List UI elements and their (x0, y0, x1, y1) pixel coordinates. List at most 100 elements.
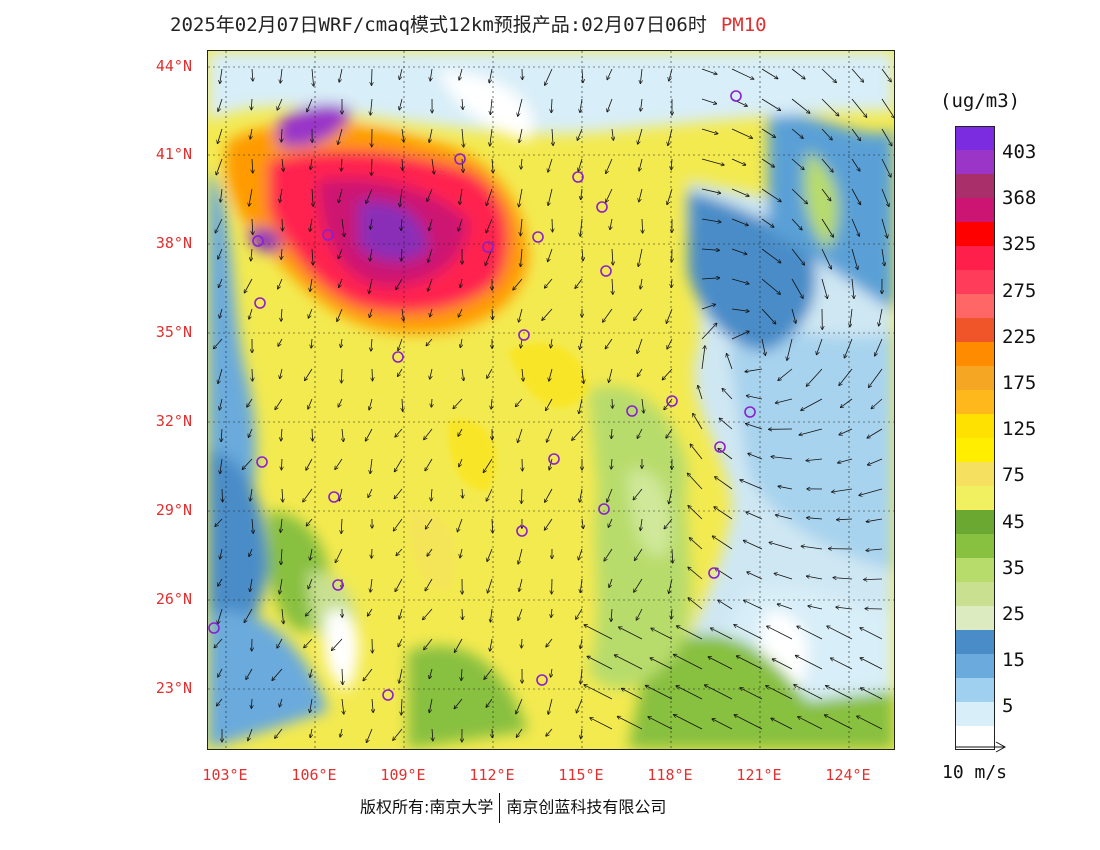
color-legend (955, 126, 995, 750)
wind-vector (851, 158, 860, 171)
wind-vector (690, 444, 703, 460)
city-marker (532, 231, 544, 243)
wind-vector (646, 686, 673, 700)
wind-vector (486, 188, 493, 205)
lon-label: 115°E (558, 766, 604, 784)
wind-vector (572, 428, 583, 440)
wind-vector (859, 488, 883, 495)
wind-vector (310, 728, 312, 738)
wind-vector (580, 488, 583, 502)
wind-vector (650, 658, 673, 670)
wind-vector (521, 638, 522, 648)
wind-vector (249, 548, 253, 556)
wind-vector (864, 579, 883, 580)
wind-vector (218, 98, 223, 111)
wind-vector (610, 218, 612, 230)
wind-vector (458, 218, 463, 231)
wind-vector (218, 368, 223, 383)
legend-swatch (955, 126, 995, 150)
legend-label: 35 (1002, 556, 1025, 579)
wind-vector (637, 368, 643, 376)
wind-vector (341, 218, 344, 237)
wind-vector (401, 698, 402, 715)
wind-vector (310, 698, 313, 712)
wind-vector (731, 68, 754, 79)
city-marker (598, 503, 610, 515)
wind-vector (688, 473, 703, 490)
wind-vector (214, 338, 223, 349)
legend-label: 5 (1002, 695, 1014, 718)
wind-vector (280, 578, 283, 594)
wind-vector (218, 248, 223, 259)
wind-vector (619, 627, 643, 640)
wind-vector (277, 638, 283, 648)
wind-vector (221, 428, 222, 442)
city-marker (730, 90, 742, 102)
wind-vector (701, 323, 717, 340)
legend-swatch (955, 438, 995, 462)
wind-vector (881, 128, 892, 146)
wind-vector (371, 338, 372, 351)
wind-vector (807, 368, 823, 386)
legend-label: 325 (1002, 233, 1037, 256)
wind-vector (484, 668, 493, 679)
wind-vector (611, 458, 612, 469)
wind-vector (838, 458, 853, 463)
wind-vector (826, 686, 853, 700)
wind-vector (280, 68, 282, 83)
wind-vector (458, 308, 463, 317)
wind-vector (761, 248, 781, 263)
wind-vector (426, 518, 433, 529)
wind-vector (369, 308, 373, 317)
city-marker (322, 229, 334, 241)
legend-swatch (955, 174, 995, 198)
wind-vector (776, 398, 793, 403)
wind-vector (881, 188, 889, 206)
wind-vector (580, 98, 582, 112)
copyright-footer: 版权所有:南京大学 南京创蓝科技有限公司 (360, 793, 666, 823)
wind-vector (372, 698, 373, 712)
wind-vector (705, 685, 733, 700)
wind-vector (250, 488, 252, 501)
wind-vector (778, 368, 793, 380)
wind-vector (881, 218, 887, 238)
wind-vector (251, 698, 252, 708)
wind-vector (860, 658, 883, 670)
wind-vector (339, 278, 343, 287)
wind-vector (249, 188, 253, 206)
wind-vector (821, 218, 833, 237)
wind-vector (217, 698, 223, 706)
legend-units: (ug/m3) (940, 90, 1021, 112)
wind-vector (338, 248, 343, 259)
wind-vector (787, 338, 793, 360)
wind-vector (776, 515, 793, 520)
wind-vector (428, 278, 433, 291)
wind-vector (634, 308, 643, 320)
wind-vector (337, 308, 343, 321)
wind-vector (791, 278, 803, 298)
wind-vector (615, 655, 643, 670)
wind-vector (249, 308, 253, 319)
wind-vector (866, 518, 883, 522)
wind-vector (250, 128, 252, 139)
wind-vector (401, 248, 402, 261)
wind-vector (545, 488, 553, 502)
wind-vector (851, 68, 863, 82)
wind-vector (622, 689, 643, 700)
wind-vector (718, 449, 733, 460)
wind-vector (740, 688, 763, 700)
wind-vector (881, 68, 891, 82)
wind-vector (429, 218, 433, 231)
wind-vector (279, 698, 283, 707)
wind-vector (462, 608, 463, 620)
wind-vector (701, 98, 717, 104)
wind-vector (372, 548, 373, 558)
wind-vector (761, 308, 776, 324)
wind-vector (701, 304, 715, 310)
wind-vector (402, 128, 404, 142)
wind-vector (341, 338, 342, 347)
legend-swatch (955, 366, 995, 390)
wind-vector (582, 518, 583, 529)
wind-vector (280, 188, 283, 202)
wind-vector (459, 458, 463, 467)
